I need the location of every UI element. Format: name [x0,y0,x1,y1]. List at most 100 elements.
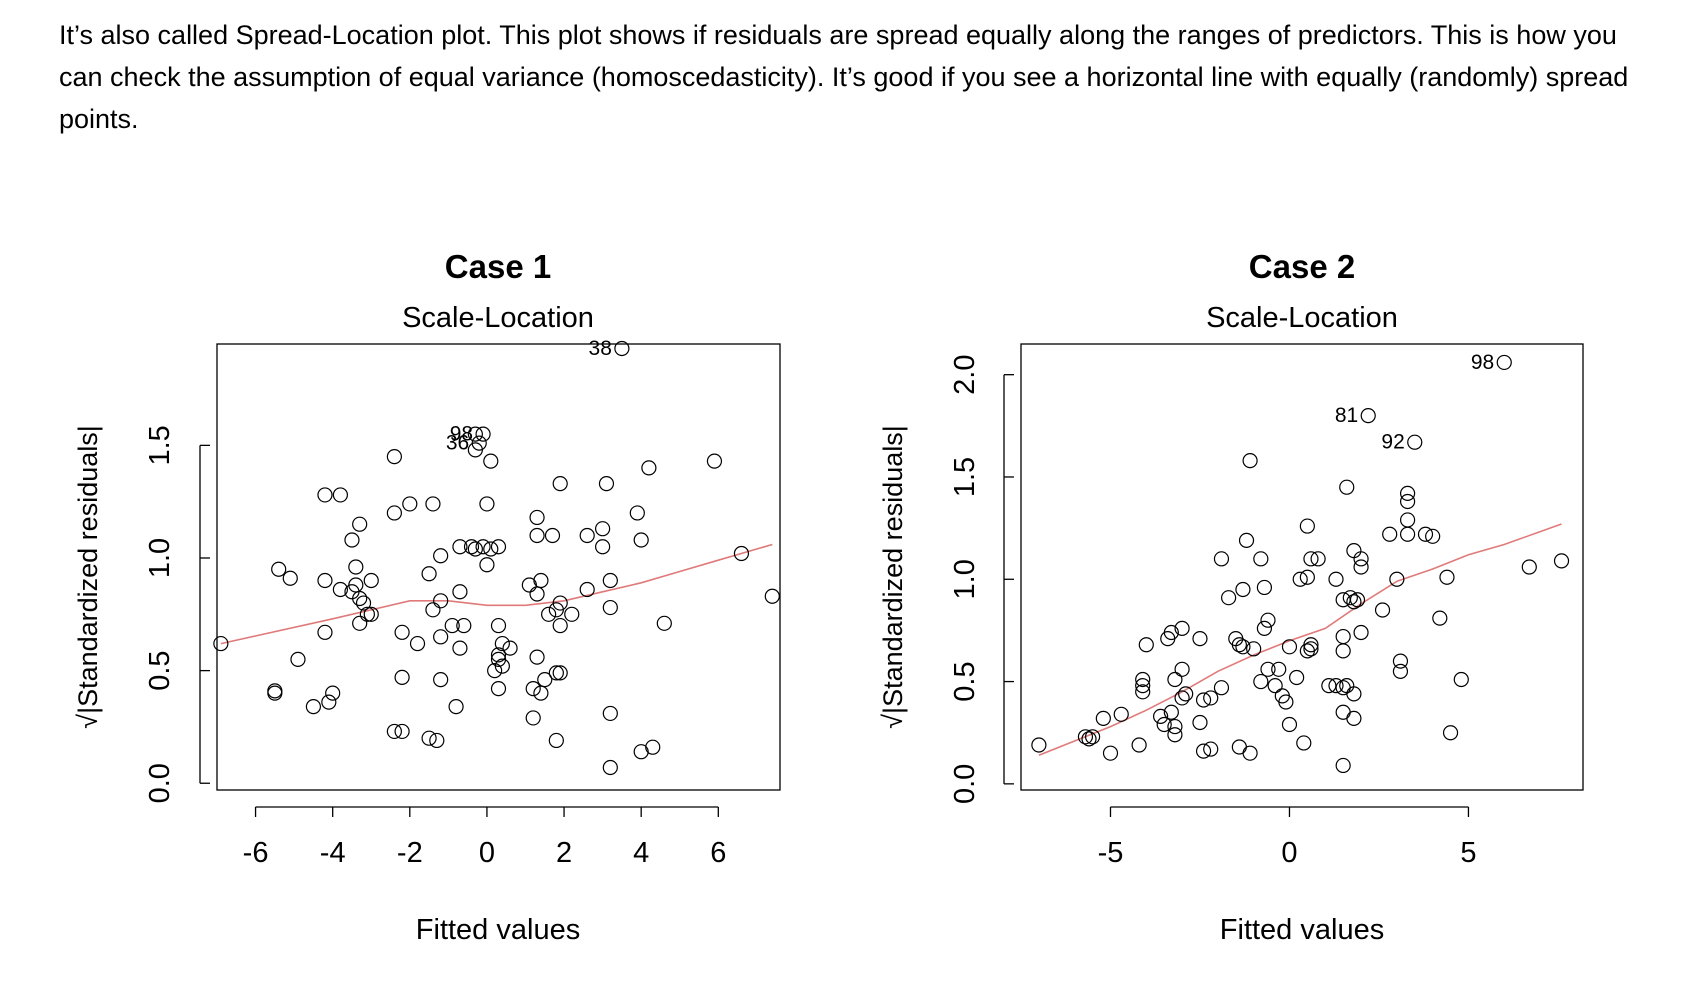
data-point [1267,678,1283,694]
data-point [325,685,341,701]
data-point [1392,663,1409,679]
data-point [321,694,337,710]
data-point [614,340,630,357]
data-point [1192,631,1208,647]
data-point [1260,612,1276,628]
data-point [1102,745,1119,761]
data-point [502,640,518,656]
data-point [1163,704,1179,720]
data-point [483,453,499,469]
data-point [525,710,541,726]
data-point [1174,661,1190,677]
data-point [1399,493,1416,510]
x-tick-label: -5 [1098,837,1124,869]
data-point [487,663,503,679]
x-tick-label: -6 [243,837,269,869]
data-point [1203,690,1219,706]
data-point [595,539,611,555]
data-point [1292,571,1308,587]
data-point [352,615,368,631]
point-label: 38 [589,337,612,360]
data-point [1296,735,1312,751]
data-point [332,487,348,503]
data-point [490,617,507,634]
intro-paragraph: It’s also called Spread-Location plot. T… [59,20,1629,134]
data-point [1442,725,1459,741]
data-point [394,723,410,740]
data-point [429,732,445,749]
data-point [463,539,480,555]
y-tick-label: 2.0 [949,355,981,395]
data-point [1213,680,1230,696]
data-point [475,539,491,555]
data-point [1253,551,1269,567]
point-label: 98 [1471,351,1494,374]
data-point [348,559,364,575]
y-tick-label: 1.0 [949,559,981,599]
data-point [1521,559,1537,575]
data-point [1303,551,1319,567]
data-point [1339,678,1355,694]
x-axis-label: Fitted values [416,914,580,946]
data-point [1084,729,1101,745]
data-point [348,577,364,593]
data-point [1281,716,1298,733]
case-1-plot: Case 1 Scale-Location -6 -4 -2 0 2 4 6 Fitted val… [73,248,781,946]
data-point [1374,602,1391,618]
data-point [332,581,348,598]
data-point [433,593,449,609]
case-2-plot: Case 2 Scale-Location -5 0 5 Fitted values 0.0… [878,248,1584,946]
chart-subtitle: Scale-Location [1206,302,1398,334]
data-point [1328,678,1344,694]
data-point [1392,653,1409,669]
point-label: 92 [1381,431,1404,454]
data-point [1335,704,1351,720]
data-point [317,624,333,640]
data-point [305,699,322,715]
data-point [1353,624,1369,641]
data-point [359,606,375,622]
data-point [421,730,437,746]
data-point [598,476,615,492]
data-point [1328,571,1344,587]
x-tick-label: -4 [320,837,346,869]
data-point [1553,553,1570,569]
data-point [541,606,557,622]
data-point [529,509,545,526]
data-point [1346,543,1362,559]
data-point [544,527,561,544]
data-point [525,681,541,697]
data-point [1174,690,1190,706]
data-point [602,705,618,722]
data-point [1353,559,1369,575]
data-point [317,572,333,589]
y-tick-label: 0.5 [949,661,981,701]
data-point [1303,641,1319,657]
data-point [386,505,402,521]
data-point [344,532,360,548]
plot-frame [216,343,781,791]
data-point [494,658,510,674]
x-tick-label: -2 [397,837,423,869]
data-point [425,602,441,618]
data-point [1077,729,1094,745]
data-point [1399,485,1416,501]
data-point [494,635,510,652]
x-tick-label: 2 [556,837,572,869]
data-point [529,649,545,665]
data-point [386,449,402,465]
data-point [1496,354,1512,371]
data-point [602,759,618,776]
chart-title: Case 1 [445,248,551,285]
y-tick-label: 0.0 [949,764,981,804]
data-point [1242,745,1258,761]
data-point [764,588,780,604]
x-tick-label: 0 [1281,837,1297,869]
data-point [479,557,495,573]
data-point [433,548,449,564]
data-point [363,572,379,589]
smooth-line [220,543,773,645]
data-point [1131,737,1147,753]
data-point [1235,639,1251,655]
